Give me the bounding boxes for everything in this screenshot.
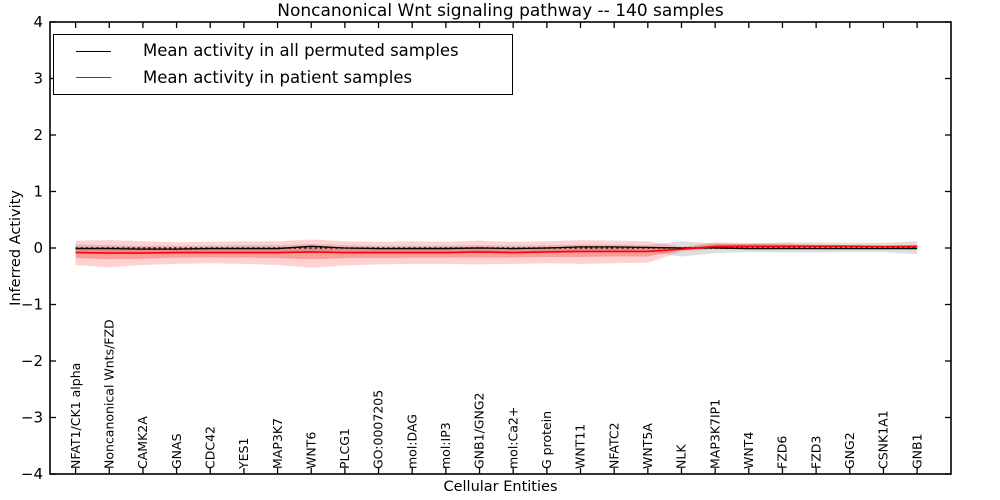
- y-tick-label: 2: [33, 126, 43, 144]
- x-category-label: CDC42: [202, 426, 217, 469]
- x-category-label: GNB1: [909, 433, 924, 469]
- y-tick-label: −4: [21, 465, 43, 483]
- x-category-label: GNAS: [169, 433, 184, 469]
- y-tick-label: 3: [33, 70, 43, 88]
- x-category-label: NFATC2: [606, 422, 621, 469]
- legend-line-patient-icon: [76, 77, 111, 79]
- legend-entry-patient: Mean activity in patient samples: [54, 66, 512, 90]
- y-tick-label: −1: [21, 296, 43, 314]
- x-category-label: FZD6: [775, 436, 790, 469]
- y-tick-label: 0: [33, 239, 43, 257]
- x-category-label: mol:Ca2+: [505, 407, 520, 469]
- y-tick-label: −2: [21, 352, 43, 370]
- legend-label-patient: Mean activity in patient samples: [143, 68, 413, 87]
- series-line-0: [75, 245, 918, 250]
- x-category-label: WNT5A: [640, 423, 655, 469]
- x-category-label: G protein: [539, 411, 554, 469]
- x-category-label: WNT6: [303, 432, 318, 469]
- legend-entry-permuted: Mean activity in all permuted samples: [54, 39, 512, 63]
- x-category-label: GNG2: [842, 432, 857, 469]
- y-tick-label: −3: [21, 409, 43, 427]
- x-category-label: PLCG1: [337, 428, 352, 469]
- x-category-label: YES1: [236, 438, 251, 470]
- x-category-labels: NFAT1/CK1 alpha Noncanonical Wnts/FZD CAMK…: [68, 319, 924, 470]
- x-ticks: [74, 22, 918, 474]
- y-tick-label: 4: [33, 13, 43, 31]
- legend: Mean activity in all permuted samples Me…: [53, 34, 513, 95]
- y-tick-labels: 4 3 2 1 0 −1 −2 −3 −4: [21, 13, 43, 483]
- x-category-label: mol:IP3: [438, 422, 453, 469]
- x-category-label: GO:0007205: [371, 390, 386, 469]
- x-category-label: WNT11: [573, 424, 588, 469]
- x-category-label: NFAT1/CK1 alpha: [68, 363, 83, 469]
- x-category-label: FZD3: [808, 436, 823, 469]
- chart-title: Noncanonical Wnt signaling pathway -- 14…: [277, 1, 724, 21]
- legend-line-permuted-icon: [76, 50, 111, 52]
- x-axis-label: Cellular Entities: [443, 479, 558, 495]
- x-category-label: CSNK1A1: [876, 410, 891, 469]
- x-category-label: GNB1/GNG2: [472, 393, 487, 469]
- x-category-label: WNT4: [741, 432, 756, 469]
- x-category-label: CAMK2A: [135, 416, 150, 469]
- legend-label-permuted: Mean activity in all permuted samples: [143, 41, 459, 61]
- x-category-label: Noncanonical Wnts/FZD: [101, 319, 116, 469]
- x-category-label: NLK: [674, 444, 689, 469]
- x-category-label: MAP3K7IP1: [707, 399, 722, 469]
- series-line-1: [75, 245, 918, 254]
- y-tick-label: 1: [33, 183, 43, 201]
- x-category-label: mol:DAG: [404, 414, 419, 469]
- x-category-label: MAP3K7: [270, 418, 285, 469]
